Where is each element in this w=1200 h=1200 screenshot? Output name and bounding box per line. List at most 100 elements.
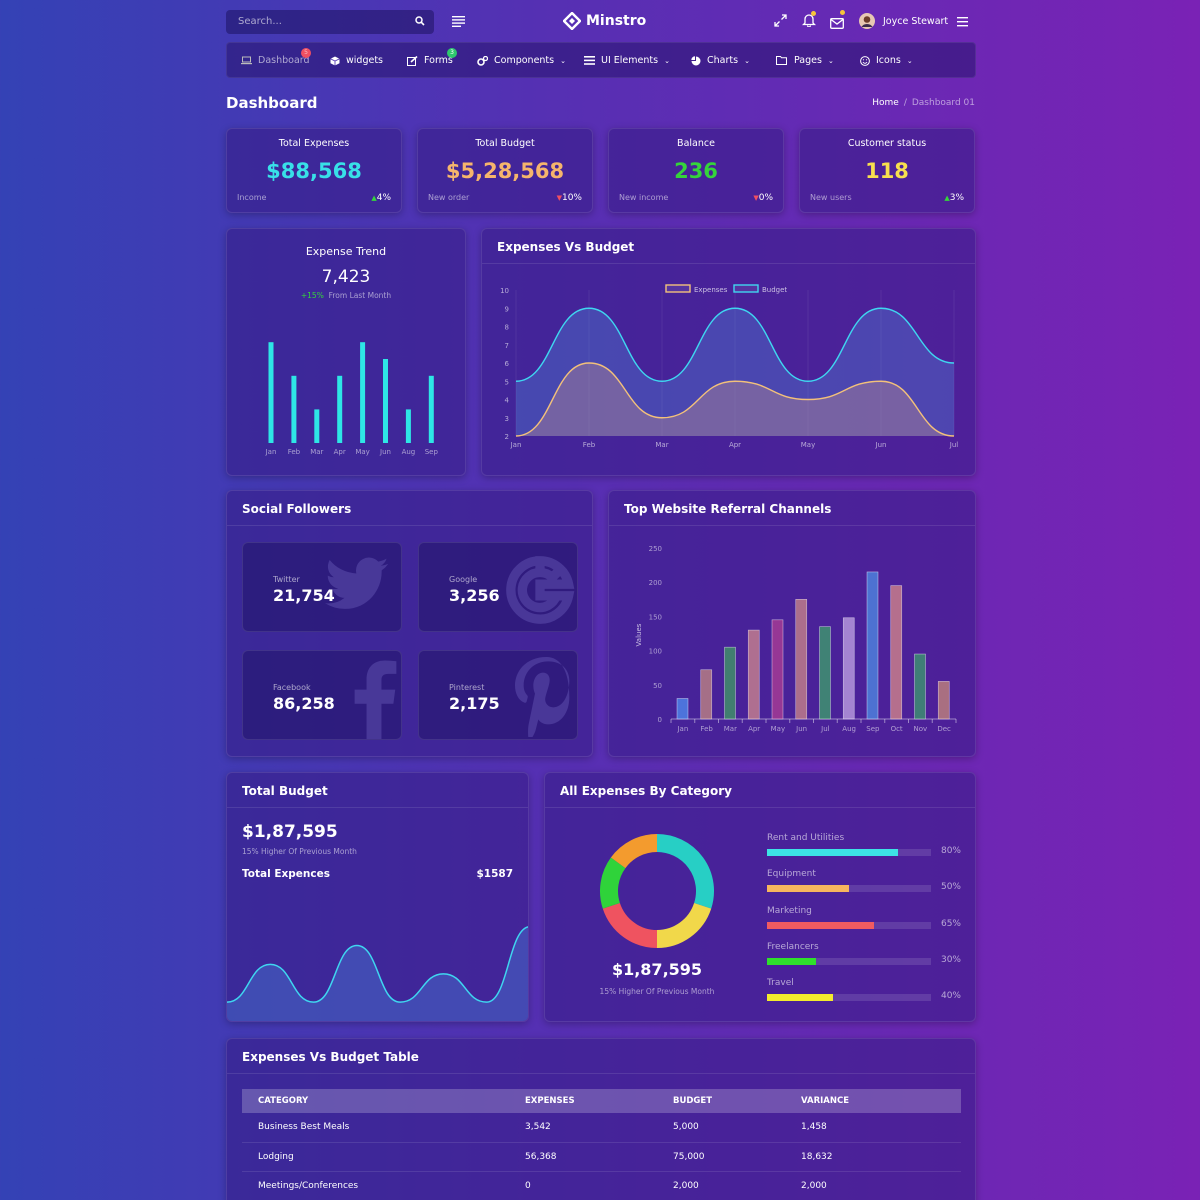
x-tick-label: May (355, 448, 369, 456)
progress-fill (767, 885, 849, 893)
nav-label-icons: Icons (876, 55, 901, 66)
referral-bar (771, 619, 784, 720)
x-tick-label: Oct (891, 725, 903, 733)
column-header[interactable]: BUDGET (657, 1089, 785, 1113)
stat-change: ▼0% (753, 193, 773, 203)
donut-slice (602, 902, 658, 948)
fullscreen-icon[interactable] (774, 14, 787, 27)
budget-line (227, 926, 528, 1003)
progress-fill (767, 957, 817, 965)
social-tile-google[interactable]: Google 3,256 (418, 542, 578, 632)
social-tile-twitter[interactable]: Twitter 21,754 (242, 542, 402, 632)
nav-item-pages[interactable]: Pages ⌄ (776, 55, 834, 66)
brand-name: Minstro (586, 13, 647, 29)
social-followers-card: Social Followers Twitter 21,754 Google 3… (226, 490, 593, 757)
progress-track (767, 957, 931, 965)
x-tick-label: Aug (842, 725, 856, 733)
category-percent: 40% (940, 991, 961, 1002)
chevron-down-icon: ⌄ (664, 56, 670, 65)
y-tick-label: 200 (649, 579, 662, 587)
trend-bar (360, 342, 366, 443)
brand-logo[interactable]: Minstro (563, 12, 646, 30)
table-row[interactable]: Lodging 56,368 75,000 18,632 (242, 1142, 961, 1172)
pie-chart-icon (691, 55, 701, 65)
nav-badge-forms: 3 (447, 48, 457, 58)
google-icon (506, 556, 575, 624)
progress-track (767, 885, 931, 893)
nav-label-ui-elements: UI Elements (601, 55, 659, 66)
y-tick-label: 0 (658, 716, 662, 724)
column-header[interactable]: VARIANCE (785, 1089, 961, 1113)
expenses-table: CATEGORY EXPENSES BUDGET VARIANCE Busine… (242, 1089, 961, 1200)
social-tile-pinterest[interactable]: Pinterest 2,175 (418, 650, 578, 740)
stat-title: Total Budget (475, 138, 535, 149)
expenses-by-category-card: All Expenses By Category $1,87,595 15% H… (544, 772, 976, 1022)
folder-icon (776, 56, 787, 65)
nav-item-ui-elements[interactable]: UI Elements ⌄ (584, 55, 670, 66)
y-tick-label: 9 (505, 305, 509, 313)
budget-sub: 15% Higher Of Previous Month (242, 847, 357, 856)
menu-toggle-icon[interactable] (452, 16, 466, 27)
trend-bar (314, 409, 320, 443)
nav-label-pages: Pages (794, 55, 822, 66)
table-row[interactable]: Meetings/Conferences 0 2,000 2,000 (242, 1171, 961, 1200)
nav-item-components[interactable]: Components ⌄ (477, 55, 566, 66)
social-tile-facebook[interactable]: Facebook 86,258 (242, 650, 402, 740)
stat-card-total-budget: Total Budget $5,28,568 New order ▼10% (417, 128, 593, 213)
social-name: Twitter (273, 575, 300, 584)
x-tick-label: Apr (729, 441, 741, 449)
y-tick-label: 5 (505, 378, 509, 386)
y-tick-label: 6 (505, 360, 510, 368)
nav-label-dashboard: Dashboard (258, 55, 310, 66)
column-header[interactable]: CATEGORY (242, 1089, 509, 1113)
referral-bar (747, 629, 760, 720)
y-tick-label: 8 (505, 324, 509, 332)
x-tick-label: Mar (655, 441, 668, 449)
nav-item-dashboard[interactable]: Dashboard 5 (241, 48, 311, 66)
referral-channels-chart: 0 50 100 150 200 250 Values Jan Feb Mar Apr May Jun J… (635, 545, 957, 733)
search-icon[interactable] (415, 16, 425, 26)
nav-item-widgets[interactable]: widgets (330, 55, 383, 66)
x-tick-label: Jan (265, 448, 277, 456)
options-menu-icon[interactable] (957, 17, 969, 27)
nav-label-charts: Charts (707, 55, 739, 66)
caret-up-icon: ▲ (371, 194, 377, 202)
table-cell: 2,000 (785, 1171, 961, 1200)
x-tick-label: May (771, 725, 785, 733)
y-tick-label: 3 (505, 415, 509, 423)
donut-slice (610, 834, 658, 869)
breadcrumb-home[interactable]: Home (872, 98, 899, 108)
category-percent: 65% (940, 918, 961, 929)
category-sub: 15% Higher Of Previous Month (599, 987, 715, 996)
user-menu[interactable]: Joyce Stewart (859, 13, 948, 29)
stat-sub: New users (810, 193, 852, 202)
messages-button[interactable] (830, 10, 845, 33)
notifications-button[interactable] (801, 11, 817, 31)
stat-value: 236 (674, 159, 718, 183)
expences-amount: $1587 (476, 868, 513, 880)
chevron-down-icon: ⌄ (827, 56, 834, 65)
progress-fill (767, 849, 899, 856)
trend-bar (268, 342, 274, 443)
card-title: Total Budget (227, 773, 528, 808)
y-tick-label: 10 (500, 287, 509, 295)
budget-table-card: Expenses Vs Budget Table CATEGORY EXPENS… (226, 1038, 976, 1200)
trend-bar (337, 375, 343, 443)
table-row[interactable]: Business Best Meals 3,542 5,000 1,458 (242, 1113, 961, 1143)
nav-item-icons[interactable]: Icons ⌄ (860, 55, 913, 66)
referral-bar (914, 653, 926, 720)
table-cell: 0 (509, 1171, 657, 1200)
y-tick-label: 2 (505, 433, 509, 441)
cube-icon (330, 56, 340, 65)
search-input[interactable]: Search... (226, 10, 434, 34)
caret-up-icon: ▲ (944, 194, 950, 202)
y-tick-label: 4 (505, 397, 510, 405)
category-label: Equipment (767, 869, 816, 880)
category-label: Marketing (767, 905, 812, 916)
column-header[interactable]: EXPENSES (509, 1089, 657, 1113)
nav-item-forms[interactable]: Forms 3 (407, 48, 457, 66)
nav-item-charts[interactable]: Charts ⌄ (691, 55, 750, 66)
stat-sub: New income (619, 193, 669, 202)
x-tick-label: Feb (700, 725, 713, 733)
x-tick-label: Nov (914, 725, 928, 733)
